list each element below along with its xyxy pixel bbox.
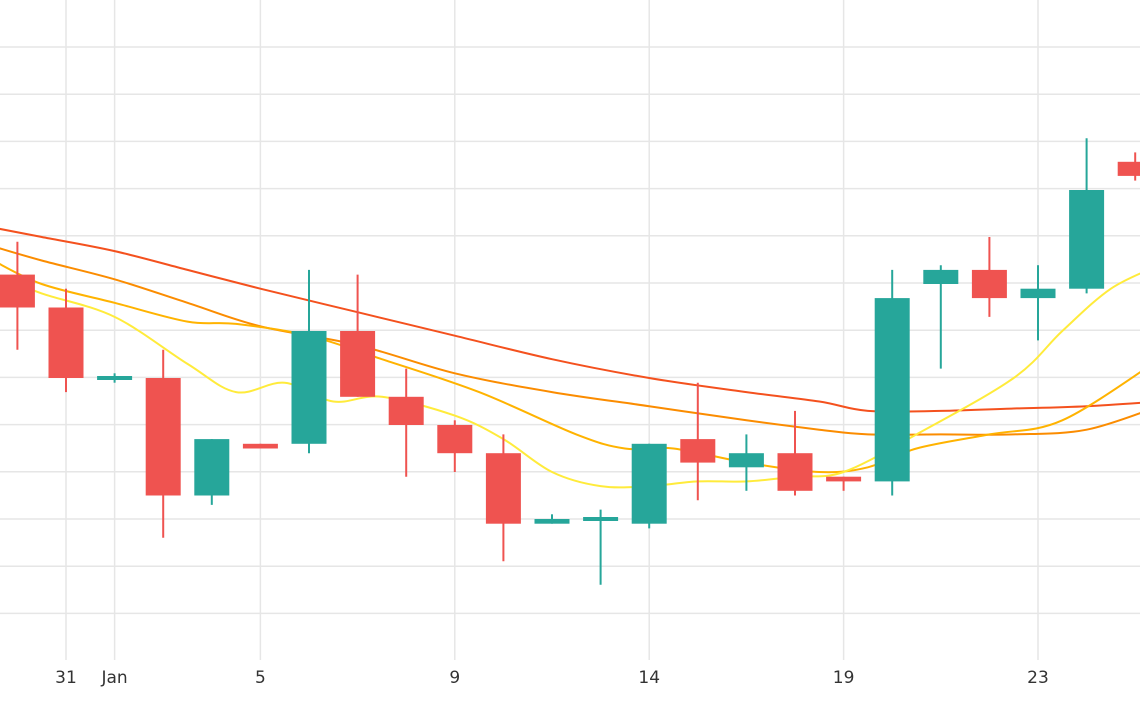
candle-body-down — [0, 274, 35, 308]
candle — [534, 514, 570, 524]
candle-body-down — [485, 453, 521, 524]
candle-body-down — [145, 378, 181, 496]
candle-body-down — [242, 443, 278, 449]
candle-body-up — [631, 443, 667, 524]
candle — [194, 439, 230, 505]
moving-average-line-1 — [0, 227, 1140, 413]
candle — [1117, 152, 1140, 181]
moving-average-line-2 — [0, 247, 1140, 436]
candles — [0, 138, 1140, 585]
x-tick-label: 14 — [638, 668, 660, 688]
candle — [874, 269, 910, 496]
x-tick-label: 23 — [1027, 668, 1049, 688]
candle-body-down — [48, 307, 84, 378]
candle — [437, 420, 473, 472]
candle — [728, 434, 764, 491]
candle — [0, 241, 35, 350]
candle — [291, 269, 327, 454]
candle-body-down — [340, 331, 376, 397]
candle — [388, 368, 424, 477]
candle-body-up — [728, 453, 764, 468]
candle — [145, 349, 181, 538]
candle-body-up — [1020, 288, 1056, 299]
candle — [1020, 265, 1056, 341]
candle-body-down — [437, 425, 473, 454]
candle-body-down — [826, 476, 862, 482]
x-tick-label: 9 — [449, 668, 460, 688]
candle-body-down — [388, 396, 424, 425]
candle-body-up — [194, 439, 230, 496]
candle-body-down — [1117, 161, 1140, 176]
candle — [971, 237, 1007, 317]
moving-average-line-4 — [0, 272, 1140, 489]
candle-body-up — [923, 269, 959, 284]
candle — [340, 274, 376, 397]
candle — [680, 382, 716, 501]
candle-body-down — [777, 453, 813, 491]
x-tick-label: 31 — [55, 668, 77, 688]
candle-body-up — [291, 331, 327, 444]
candle-body-up — [97, 376, 133, 380]
x-tick-label: 5 — [255, 668, 266, 688]
candle-body-up — [874, 298, 910, 482]
candle — [1069, 138, 1105, 294]
moving-average-lines — [0, 227, 1140, 489]
x-axis: 31 Jan 5 9 14 19 23 — [55, 668, 1049, 688]
candle-body-up — [1069, 190, 1105, 289]
candle-body-down — [680, 439, 716, 463]
moving-average-line-3 — [0, 262, 1140, 474]
candle — [485, 434, 521, 562]
x-tick-label: 19 — [833, 668, 855, 688]
candle — [923, 265, 959, 369]
candle — [631, 443, 667, 529]
candle-body-down — [971, 269, 1007, 299]
candle — [48, 288, 84, 393]
candle — [242, 443, 278, 449]
x-tick-label: Jan — [100, 668, 127, 688]
candle — [826, 476, 862, 491]
candle — [583, 509, 619, 585]
candle-body-up — [534, 519, 570, 524]
candle-body-up — [583, 517, 619, 521]
candle — [97, 373, 133, 383]
candle — [777, 410, 813, 496]
